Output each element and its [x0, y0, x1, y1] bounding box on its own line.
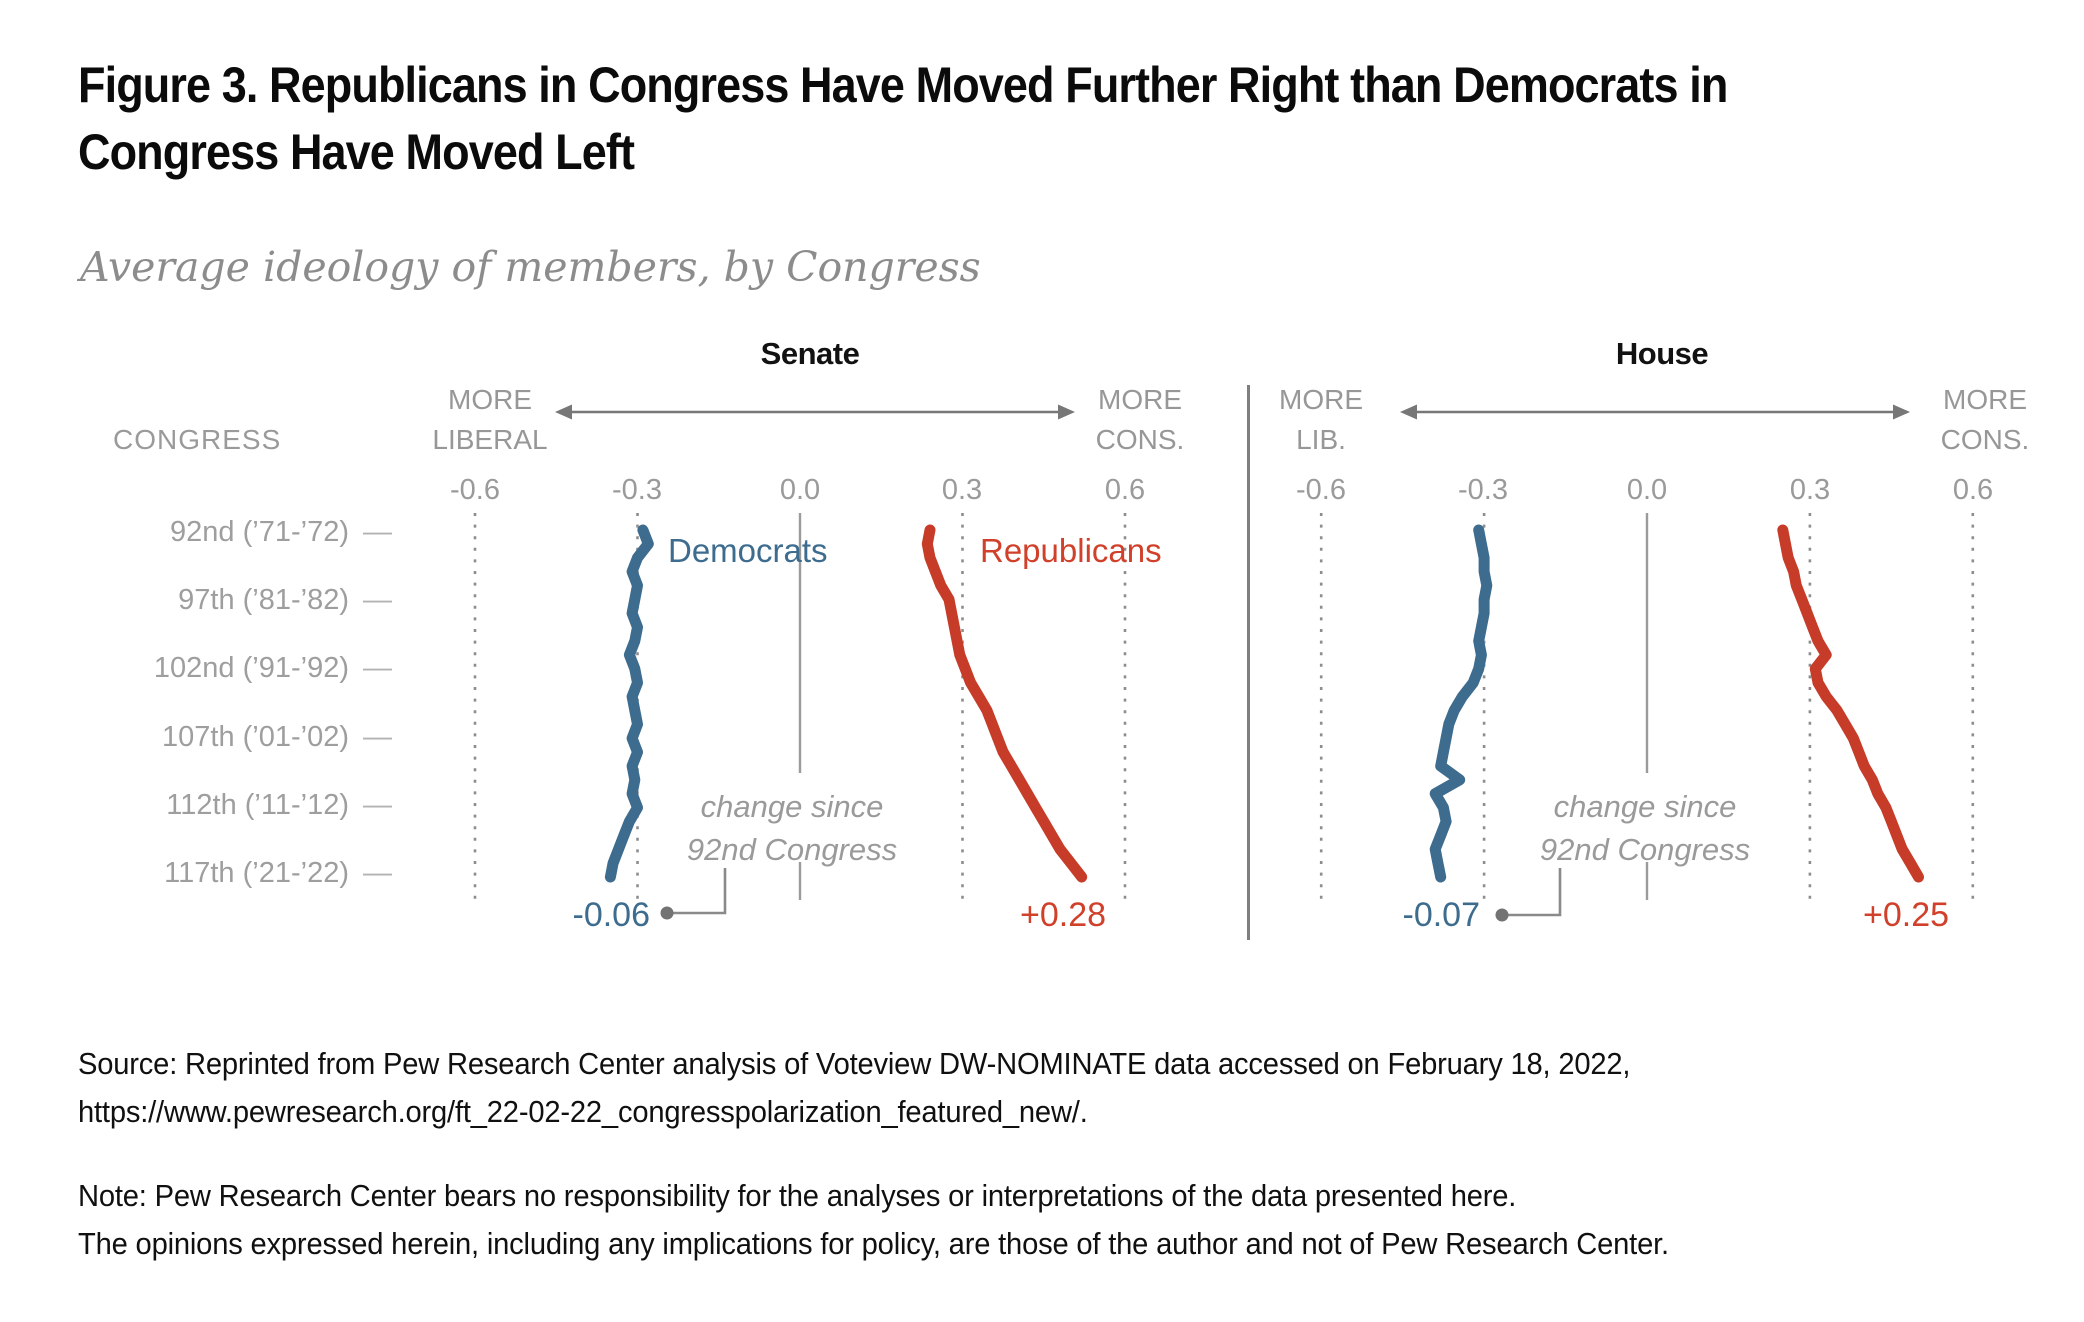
more-conservative-label: MORE CONS.: [1940, 384, 2030, 455]
axis-tick: 0.3: [941, 474, 983, 506]
congress-label: 97th (’81-’82): [178, 583, 349, 616]
axis-tick: -0.6: [1296, 474, 1346, 506]
congress-row: 117th (’21-’22) —: [80, 857, 392, 889]
more-liberal-label: MORE LIBERAL: [432, 384, 548, 455]
source-text: Source: Reprinted from Pew Research Cent…: [78, 1046, 1631, 1129]
change-since-annotation: change since 92nd Congress: [1539, 789, 1751, 867]
congress-tick-dash: —: [363, 651, 392, 684]
figure-subtitle: Average ideology of members, by Congress: [80, 243, 981, 291]
axis-tick: 0.0: [1626, 474, 1668, 506]
congress-tick-dash: —: [363, 720, 392, 753]
axis-tick: -0.3: [612, 474, 662, 506]
congress-tick-dash: —: [363, 856, 392, 889]
congress-label: 92nd (’71-’72): [170, 515, 349, 548]
congress-tick-dash: —: [363, 583, 392, 616]
change-since-annotation: change since 92nd Congress: [686, 789, 898, 867]
congress-tick-dash: —: [363, 515, 392, 548]
democrats-change-value: -0.06: [572, 896, 651, 934]
congress-label: 107th (’01-’02): [162, 720, 349, 753]
house-panel: House MORE LIB. MORE CONS. -0.6 -0.3 0.0…: [1240, 330, 2084, 970]
figure-title: Figure 3. Republicans in Congress Have M…: [78, 52, 1860, 186]
senate-header: Senate: [760, 336, 860, 371]
congress-label: 117th (’21-’22): [164, 856, 349, 889]
figure-title-line1: Figure 3. Republicans in Congress Have M…: [78, 57, 1728, 113]
congress-label: 102nd (’91-’92): [153, 651, 349, 684]
axis-tick: 0.0: [779, 474, 821, 506]
axis-tick: -0.3: [1458, 474, 1508, 506]
congress-tick-dash: —: [363, 788, 392, 821]
axis-tick: 0.3: [1789, 474, 1831, 506]
congress-row: 92nd (’71-’72) —: [80, 516, 392, 548]
democrats-series-label: Democrats: [668, 532, 828, 569]
congress-label: 112th (’11-’12): [166, 788, 349, 821]
congress-row: 107th (’01-’02) —: [80, 721, 392, 753]
republicans-change-value: +0.28: [1020, 896, 1107, 934]
axis-tick: 0.6: [1952, 474, 1994, 506]
senate-chart-canvas: [473, 404, 1127, 920]
congress-row: 112th (’11-’12) —: [80, 789, 392, 821]
senate-panel: Senate MORE LIBERAL MORE CONS. -0.6 -0.3…: [380, 330, 1240, 970]
note-text: Note: Pew Research Center bears no respo…: [78, 1178, 1669, 1261]
republicans-series-label: Republicans: [980, 532, 1162, 569]
congress-row: 102nd (’91-’92) —: [80, 652, 392, 684]
republicans-change-value: +0.25: [1863, 896, 1950, 934]
democrats-change-value: -0.07: [1402, 896, 1481, 934]
figure-title-line2: Congress Have Moved Left: [78, 124, 635, 180]
axis-tick: -0.6: [450, 474, 500, 506]
house-header: House: [1615, 336, 1709, 371]
more-liberal-label: MORE LIB.: [1279, 384, 1363, 455]
congress-axis-header: CONGRESS: [113, 424, 282, 455]
house-chart-canvas: [1319, 404, 1975, 922]
congress-row: 97th (’81-’82) —: [80, 584, 392, 616]
axis-tick: 0.6: [1104, 474, 1146, 506]
more-conservative-label: MORE CONS.: [1095, 384, 1185, 455]
panel-divider: [1247, 385, 1250, 940]
